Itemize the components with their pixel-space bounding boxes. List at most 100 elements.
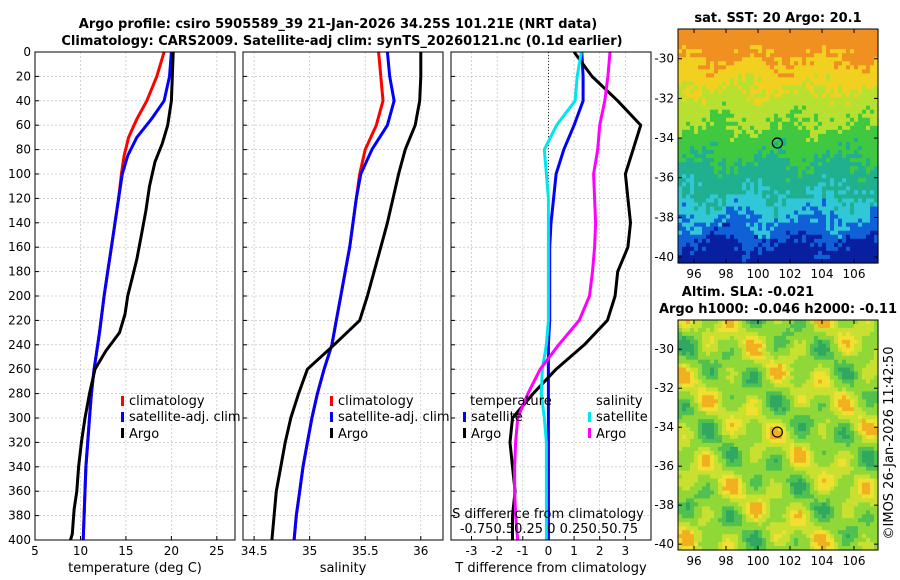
x-tick-label: 35.5 xyxy=(352,544,379,558)
legend-argo-swatch xyxy=(330,428,333,438)
x-tick-label: 0 xyxy=(545,544,553,558)
y-tick-label: 80 xyxy=(16,143,31,157)
legend-temp-argo-swatch xyxy=(463,428,466,438)
y-tick-label: -36 xyxy=(654,459,674,473)
x-tick-label: 106 xyxy=(843,267,866,281)
y-tick-label: 340 xyxy=(8,460,31,474)
y-tick-label: 220 xyxy=(8,313,31,327)
y-tick-label: 0 xyxy=(23,45,31,59)
sst-map-panel: 96 98 100 102 104 106 -30 -32 -34 -36 -38 -40 xyxy=(654,28,879,281)
y-tick-label: 280 xyxy=(8,387,31,401)
legend-sal-argo-label: Argo xyxy=(596,427,626,442)
x-tick-label: 98 xyxy=(718,267,733,281)
s-difference-ticks: -0.750.50.25 0 0.250.50.75 xyxy=(460,522,638,537)
y-tick-label: 360 xyxy=(8,484,31,498)
y-tick-label: -40 xyxy=(654,250,674,264)
x-tick-label: 98 xyxy=(718,554,733,568)
plot-frame xyxy=(242,51,444,541)
legend-argo-label: Argo xyxy=(129,427,159,442)
y-tick-label: 140 xyxy=(8,216,31,230)
y-tick-label: 400 xyxy=(8,533,31,547)
x-tick-label: 36 xyxy=(413,544,428,558)
legend-salinity-title: salinity xyxy=(596,394,643,409)
x-tick-label: 10 xyxy=(73,544,88,558)
series-line-argo xyxy=(69,51,175,541)
temperature-legend: climatology satellite-adj. clim Argo xyxy=(121,394,241,442)
difference-legend: temperature satellite Argo salinity sate… xyxy=(463,394,648,442)
salinity-legend: climatology satellite-adj. clim Argo xyxy=(330,394,450,442)
y-tick-label: 100 xyxy=(8,167,31,181)
y-tick-label: 200 xyxy=(8,289,31,303)
series-line-salinity-argo xyxy=(513,51,612,541)
map-cells xyxy=(678,29,879,264)
legend-argo-label: Argo xyxy=(338,427,368,442)
y-tick-label: -34 xyxy=(654,420,674,434)
y-tick-label: 20 xyxy=(16,69,31,83)
legend-temp-satellite-label: satellite xyxy=(471,410,523,425)
y-tick-label: 260 xyxy=(8,362,31,376)
y-tick-label: -38 xyxy=(654,210,674,224)
x-tick-label: 102 xyxy=(779,267,802,281)
x-tick-label: 106 xyxy=(843,554,866,568)
main-title-line1: Argo profile: csiro 5905589_39 21-Jan-20… xyxy=(79,17,597,32)
series-line-satellite-adj-clim xyxy=(292,51,396,541)
legend-sal-satellite-swatch xyxy=(588,412,591,422)
x-tick-label: 34.5 xyxy=(241,544,268,558)
series-line-temperature-argo xyxy=(508,51,643,540)
sla-map-panel: 96 98 100 102 104 106 -30 -32 -34 -36 -38 -40 xyxy=(654,319,879,568)
x-tick-label: -3 xyxy=(466,544,478,558)
y-tick-label: -34 xyxy=(654,131,674,145)
x-tick-label: 100 xyxy=(747,554,770,568)
map-frame xyxy=(677,28,879,264)
plot-frame xyxy=(450,51,652,541)
x-tick-label: 3 xyxy=(622,544,630,558)
x-tick-label: 25 xyxy=(209,544,224,558)
y-tick-label: 180 xyxy=(8,265,31,279)
legend-satellite-label: satellite-adj. clim xyxy=(129,410,241,425)
y-tick-label: 60 xyxy=(16,118,31,132)
legend-satellite-label: satellite-adj. clim xyxy=(338,410,450,425)
y-tick-label: -36 xyxy=(654,171,674,185)
series-line-salinity-satellite xyxy=(539,51,583,540)
x-tick-label: -2 xyxy=(491,544,503,558)
sla-map-subtitle: Argo h1000: -0.046 h2000: -0.11 xyxy=(659,302,897,317)
x-axis-label: temperature (deg C) xyxy=(68,561,202,576)
watermark: ©IMOS 26-Jan-2026 11:42:50 xyxy=(882,347,897,540)
legend-sal-satellite-label: satellite xyxy=(596,410,648,425)
legend-temp-satellite-swatch xyxy=(463,412,466,422)
y-tick-label: 380 xyxy=(8,509,31,523)
x-tick-label: 100 xyxy=(747,267,770,281)
x-tick-label: 104 xyxy=(811,267,834,281)
x-tick-label: 15 xyxy=(118,544,133,558)
y-tick-label: -32 xyxy=(654,381,674,395)
x-tick-label: 102 xyxy=(779,554,802,568)
difference-profile-panel: -3 -2 -1 0 1 2 3 T difference from climatology xyxy=(450,51,652,576)
legend-climatology-swatch xyxy=(330,396,333,406)
y-tick-label: -38 xyxy=(654,498,674,512)
series-line-argo xyxy=(270,52,423,541)
x-tick-label: 96 xyxy=(686,267,701,281)
x-axis-label: salinity xyxy=(320,561,367,576)
legend-climatology-swatch xyxy=(121,396,124,406)
main-title-line2: Climatology: CARS2009. Satellite-adj cli… xyxy=(61,34,622,49)
y-tick-label: 120 xyxy=(8,191,31,205)
y-tick-label: 40 xyxy=(16,94,31,108)
x-tick-label: 2 xyxy=(596,544,604,558)
x-tick-label: 96 xyxy=(686,554,701,568)
y-tick-label: -40 xyxy=(654,537,674,551)
series-line-satellite-adj-clim xyxy=(81,51,173,541)
y-tick-label: 320 xyxy=(8,435,31,449)
x-tick-label: 1 xyxy=(570,544,578,558)
x-tick-label: 35 xyxy=(302,544,317,558)
legend-sal-argo-swatch xyxy=(588,428,591,438)
plot-frame xyxy=(34,51,236,541)
argo-location-marker xyxy=(771,426,783,438)
y-tick-label: -30 xyxy=(654,342,674,356)
y-tick-label: -30 xyxy=(654,52,674,66)
y-tick-label: 300 xyxy=(8,411,31,425)
legend-temperature-title: temperature xyxy=(470,394,552,409)
y-tick-label: -32 xyxy=(654,91,674,105)
legend-satellite-swatch xyxy=(330,412,333,422)
temperature-profile-panel: 5 10 15 20 25 0 20 40 60 80 100 120 140 160 180 200 220 2… xyxy=(8,45,236,576)
